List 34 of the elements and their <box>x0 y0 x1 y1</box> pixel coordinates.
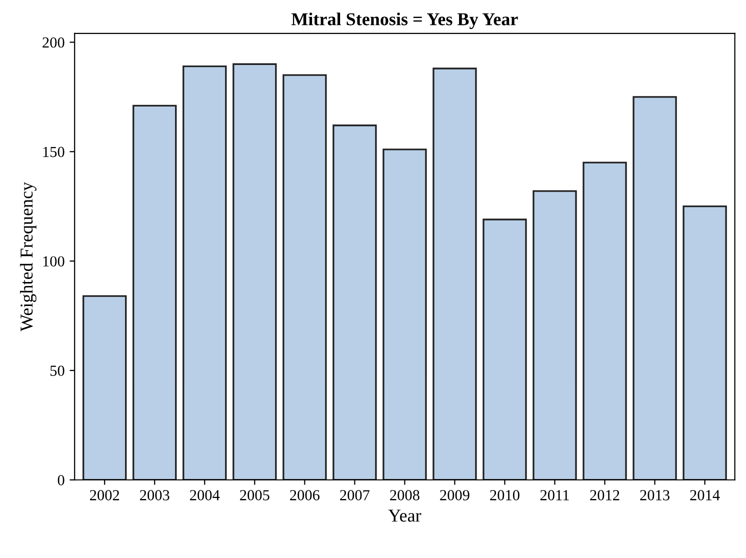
bar <box>82 295 127 480</box>
bar <box>582 162 627 480</box>
x-tick-label: 2005 <box>240 490 270 500</box>
bar <box>682 206 727 480</box>
x-tick-label: 2009 <box>440 490 470 500</box>
y-tick-label: 100 <box>43 256 64 267</box>
x-tick-label: 2008 <box>390 490 420 500</box>
x-tick-label: 2004 <box>190 490 220 500</box>
x-tick-label: 2014 <box>690 490 720 500</box>
x-tick-label: 2011 <box>540 490 569 500</box>
chart-title: Mitral Stenosis = Yes By Year <box>291 12 518 30</box>
bar <box>482 218 527 480</box>
bar <box>282 74 327 480</box>
bar <box>632 96 677 480</box>
bar <box>332 124 377 480</box>
bar <box>532 190 577 480</box>
bar <box>432 68 477 480</box>
y-tick-label: 200 <box>42 37 64 48</box>
x-tick-label: 2013 <box>640 490 670 500</box>
bar <box>182 65 227 480</box>
x-tick-label: 2006 <box>290 490 320 500</box>
bar <box>232 63 277 480</box>
y-tick-label: 150 <box>43 146 64 158</box>
bar <box>132 104 177 480</box>
x-axis-title: Year <box>388 510 422 522</box>
y-axis-title: Weighted Frequency <box>20 182 36 332</box>
bar <box>382 148 427 480</box>
y-tick-label: 50 <box>50 366 64 376</box>
x-tick-label: 2010 <box>490 490 520 500</box>
x-tick-label: 2002 <box>90 490 120 500</box>
x-tick-label: 2012 <box>590 490 620 500</box>
y-tick-label: 0 <box>58 475 64 486</box>
x-tick-label: 2003 <box>140 490 170 500</box>
x-tick-label: 2007 <box>340 490 370 500</box>
